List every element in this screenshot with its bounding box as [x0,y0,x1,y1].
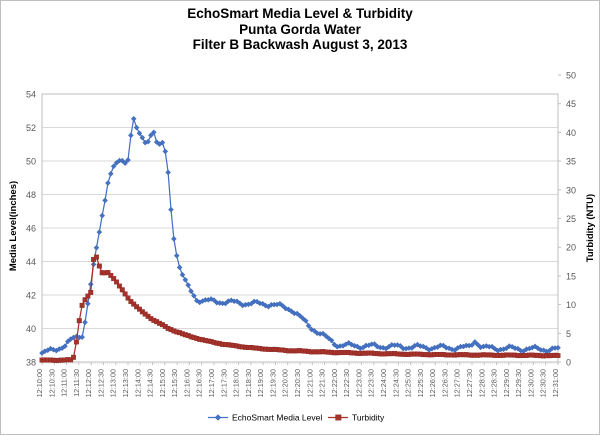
svg-text:12:19:30: 12:19:30 [268,369,277,397]
svg-text:12:28:30: 12:28:30 [490,369,499,397]
svg-text:12:10:00: 12:10:00 [35,369,44,397]
svg-text:46: 46 [26,224,36,234]
svg-text:45: 45 [566,99,576,109]
svg-text:30: 30 [566,185,576,195]
svg-text:12:17:30: 12:17:30 [219,369,228,397]
svg-text:12:30:30: 12:30:30 [539,369,548,397]
svg-text:12:26:30: 12:26:30 [440,369,449,397]
svg-text:12:26:00: 12:26:00 [428,369,437,397]
svg-text:12:16:00: 12:16:00 [182,369,191,397]
svg-text:12:11:00: 12:11:00 [60,369,69,397]
svg-text:12:22:00: 12:22:00 [330,369,339,397]
svg-text:10: 10 [566,300,576,310]
svg-text:0: 0 [566,358,571,368]
svg-text:12:19:00: 12:19:00 [256,369,265,397]
svg-text:25: 25 [566,214,576,224]
svg-text:12:25:00: 12:25:00 [404,369,413,397]
svg-text:EchoSmart Media Level: EchoSmart Media Level [232,413,322,423]
svg-text:12:20:00: 12:20:00 [281,369,290,397]
svg-text:20: 20 [566,243,576,253]
svg-text:12:29:00: 12:29:00 [502,369,511,397]
svg-text:44: 44 [26,257,36,267]
svg-text:Turbidity: Turbidity [352,413,385,423]
svg-text:12:16:30: 12:16:30 [195,369,204,397]
svg-text:12:27:30: 12:27:30 [465,369,474,397]
svg-text:48: 48 [26,190,36,200]
svg-text:12:12:30: 12:12:30 [96,369,105,397]
svg-text:12:17:00: 12:17:00 [207,369,216,397]
svg-text:12:14:00: 12:14:00 [133,369,142,397]
svg-text:50: 50 [566,71,576,81]
svg-text:12:20:30: 12:20:30 [293,369,302,397]
svg-text:12:15:00: 12:15:00 [158,369,167,397]
svg-text:54: 54 [26,90,36,100]
svg-text:12:10:30: 12:10:30 [47,369,56,397]
svg-text:12:24:00: 12:24:00 [379,369,388,397]
svg-text:12:11:30: 12:11:30 [72,369,81,397]
svg-text:50: 50 [26,157,36,167]
svg-text:12:23:00: 12:23:00 [354,369,363,397]
svg-text:35: 35 [566,157,576,167]
svg-text:42: 42 [26,291,36,301]
svg-text:12:12:00: 12:12:00 [84,369,93,397]
svg-text:15: 15 [566,271,576,281]
svg-text:12:13:00: 12:13:00 [109,369,118,397]
svg-text:12:18:00: 12:18:00 [232,369,241,397]
svg-text:40: 40 [26,324,36,334]
svg-text:12:14:30: 12:14:30 [146,369,155,397]
svg-text:38: 38 [26,358,36,368]
svg-text:12:23:30: 12:23:30 [367,369,376,397]
svg-text:12:24:30: 12:24:30 [391,369,400,397]
svg-text:52: 52 [26,123,36,133]
svg-text:12:21:00: 12:21:00 [305,369,314,397]
svg-text:5: 5 [566,329,571,339]
svg-text:12:28:00: 12:28:00 [477,369,486,397]
svg-text:12:22:30: 12:22:30 [342,369,351,397]
svg-text:40: 40 [566,128,576,138]
svg-text:12:29:30: 12:29:30 [514,369,523,397]
svg-text:12:31:00: 12:31:00 [551,369,560,397]
svg-text:12:27:00: 12:27:00 [453,369,462,397]
svg-text:12:18:30: 12:18:30 [244,369,253,397]
svg-text:12:15:30: 12:15:30 [170,369,179,397]
svg-text:12:13:30: 12:13:30 [121,369,130,397]
svg-text:12:21:30: 12:21:30 [318,369,327,397]
svg-text:12:30:00: 12:30:00 [526,369,535,397]
svg-text:12:25:30: 12:25:30 [416,369,425,397]
